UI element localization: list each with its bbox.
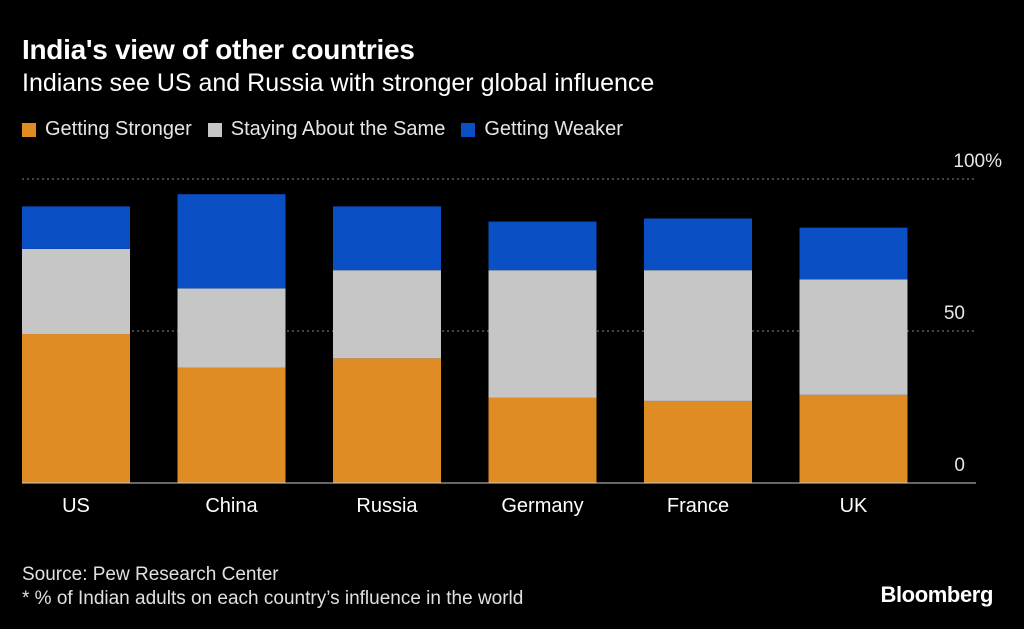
y-tick-label-0: 0 (954, 455, 965, 476)
legend-swatch-staying-same (207, 122, 222, 137)
legend-label-getting-weaker: Getting Weaker (484, 118, 623, 140)
chart-subtitle: Indians see US and Russia with stronger … (22, 69, 655, 97)
bar-russia-staying-about-the-same (333, 270, 441, 359)
bar-france-getting-weaker (644, 218, 752, 271)
bar-germany-getting-weaker (488, 221, 597, 271)
legend: Getting Stronger Staying About the Same … (22, 118, 639, 141)
bar-uk-staying-about-the-same (799, 279, 908, 395)
bar-china-staying-about-the-same (177, 288, 286, 368)
chart-title: India's view of other countries (22, 34, 415, 65)
bar-russia-getting-stronger (333, 358, 441, 483)
bar-france-getting-stronger (644, 400, 752, 483)
bar-germany-getting-stronger (488, 397, 597, 483)
bar-uk-getting-weaker (799, 227, 908, 280)
footnote: * % of Indian adults on each country’s i… (22, 588, 524, 609)
bar-us-staying-about-the-same (22, 248, 130, 335)
legend-item-getting-stronger: Getting Stronger (22, 118, 192, 141)
bloomberg-logo: Bloomberg (880, 582, 993, 607)
bar-russia-getting-weaker (333, 206, 441, 271)
bar-us-getting-stronger (22, 334, 130, 483)
legend-swatch-getting-weaker (461, 122, 476, 137)
x-tick-label-russia: Russia (356, 495, 418, 517)
legend-item-getting-weaker: Getting Weaker (461, 118, 623, 141)
legend-label-staying-same: Staying About the Same (230, 118, 446, 140)
bar-china-getting-stronger (177, 367, 286, 483)
legend-item-staying-same: Staying About the Same (207, 118, 446, 141)
x-tick-label-germany: Germany (501, 495, 583, 517)
legend-swatch-getting-stronger (22, 122, 36, 137)
bar-germany-staying-about-the-same (488, 270, 597, 398)
bar-france-staying-about-the-same (644, 270, 752, 401)
bar-us-getting-weaker (22, 206, 130, 249)
x-tick-label-uk: UK (840, 495, 868, 517)
legend-label-getting-stronger: Getting Stronger (45, 118, 192, 140)
source-note: Source: Pew Research Center (22, 564, 279, 585)
y-tick-label-50: 50 (944, 303, 965, 324)
x-tick-label-china: China (205, 495, 258, 517)
x-tick-label-france: France (667, 495, 729, 517)
y-tick-label-100: 100% (953, 151, 1002, 172)
x-tick-label-us: US (62, 495, 90, 517)
bar-uk-getting-stronger (799, 394, 908, 483)
bar-china-getting-weaker (177, 194, 286, 289)
